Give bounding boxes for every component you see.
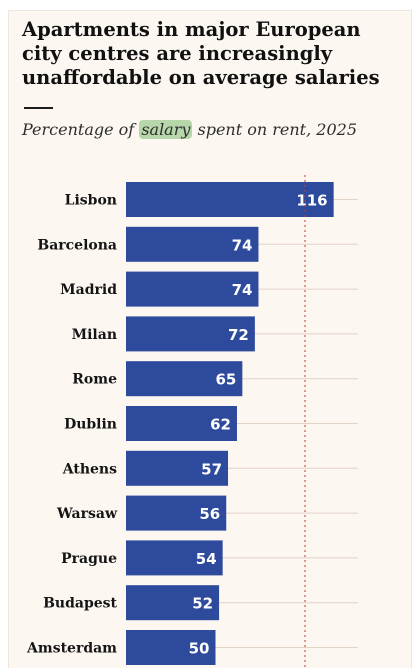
value-label: 72 — [228, 326, 249, 344]
value-label: 74 — [232, 281, 253, 299]
category-label: Prague — [61, 551, 117, 567]
value-label: 116 — [296, 192, 327, 210]
value-label: 56 — [199, 505, 220, 523]
category-label: Budapest — [43, 596, 117, 612]
category-label: Barcelona — [37, 237, 117, 253]
title-divider — [24, 107, 53, 109]
bar-athens — [126, 450, 229, 486]
category-label: Warsaw — [56, 506, 118, 522]
bar-warsaw — [126, 495, 227, 531]
bar-milan — [126, 316, 255, 352]
category-label: Dublin — [64, 417, 117, 433]
value-label: 65 — [215, 371, 236, 389]
bar-barcelona — [126, 226, 259, 262]
value-label: 52 — [192, 595, 213, 613]
category-label: Lisbon — [65, 193, 117, 209]
bar-prague — [126, 540, 223, 576]
bar-budapest — [126, 585, 220, 621]
value-label: 62 — [210, 416, 231, 434]
chart-subtitle: Percentage of salary spent on rent, 2025 — [22, 120, 357, 139]
value-label: 74 — [232, 236, 253, 254]
category-label: Amsterdam — [26, 641, 117, 657]
category-label: Milan — [72, 327, 117, 343]
category-label: Athens — [62, 461, 117, 477]
bar-madrid — [126, 271, 259, 307]
value-label: 57 — [201, 460, 222, 478]
bar-dublin — [126, 406, 237, 441]
subtitle-highlight: salary — [139, 120, 193, 139]
value-label: 54 — [196, 550, 217, 568]
value-label: 50 — [189, 640, 210, 658]
subtitle-prefix: Percentage of — [22, 120, 140, 139]
bar-rome — [126, 361, 243, 397]
category-label: Madrid — [60, 282, 117, 298]
category-label: Rome — [72, 372, 117, 388]
chart-title: Apartments in major European city centre… — [22, 18, 380, 89]
subtitle-suffix: spent on rent, 2025 — [192, 120, 357, 139]
bar-lisbon — [126, 182, 334, 217]
bar-amsterdam — [126, 630, 216, 665]
